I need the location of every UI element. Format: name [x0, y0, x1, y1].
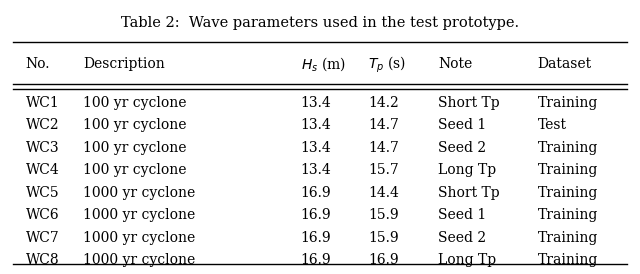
Text: $H_s$ (m): $H_s$ (m) — [301, 56, 346, 73]
Text: 14.7: 14.7 — [368, 141, 399, 155]
Text: Training: Training — [538, 96, 598, 110]
Text: WC7: WC7 — [26, 230, 60, 245]
Text: WC3: WC3 — [26, 141, 60, 155]
Text: Table 2:  Wave parameters used in the test prototype.: Table 2: Wave parameters used in the tes… — [121, 16, 519, 30]
Text: 13.4: 13.4 — [301, 118, 332, 132]
Text: 1000 yr cyclone: 1000 yr cyclone — [83, 208, 195, 222]
Text: Seed 1: Seed 1 — [438, 208, 486, 222]
Text: 100 yr cyclone: 100 yr cyclone — [83, 163, 187, 177]
Text: 100 yr cyclone: 100 yr cyclone — [83, 118, 187, 132]
Text: 13.4: 13.4 — [301, 96, 332, 110]
Text: 100 yr cyclone: 100 yr cyclone — [83, 141, 187, 155]
Text: 14.4: 14.4 — [368, 185, 399, 200]
Text: Long Tp: Long Tp — [438, 163, 497, 177]
Text: WC4: WC4 — [26, 163, 60, 177]
Text: $T_p$ (s): $T_p$ (s) — [368, 54, 406, 75]
Text: Training: Training — [538, 185, 598, 200]
Text: 16.9: 16.9 — [301, 185, 332, 200]
Text: Long Tp: Long Tp — [438, 253, 497, 267]
Text: 16.9: 16.9 — [368, 253, 399, 267]
Text: WC1: WC1 — [26, 96, 60, 110]
Text: Training: Training — [538, 208, 598, 222]
Text: Training: Training — [538, 230, 598, 245]
Text: Seed 2: Seed 2 — [438, 141, 486, 155]
Text: 16.9: 16.9 — [301, 253, 332, 267]
Text: 16.9: 16.9 — [301, 230, 332, 245]
Text: Short Tp: Short Tp — [438, 185, 500, 200]
Text: 13.4: 13.4 — [301, 163, 332, 177]
Text: 1000 yr cyclone: 1000 yr cyclone — [83, 185, 195, 200]
Text: Note: Note — [438, 57, 473, 72]
Text: 13.4: 13.4 — [301, 141, 332, 155]
Text: WC8: WC8 — [26, 253, 60, 267]
Text: Training: Training — [538, 253, 598, 267]
Text: Short Tp: Short Tp — [438, 96, 500, 110]
Text: Description: Description — [83, 57, 165, 72]
Text: 1000 yr cyclone: 1000 yr cyclone — [83, 253, 195, 267]
Text: 15.7: 15.7 — [368, 163, 399, 177]
Text: Seed 1: Seed 1 — [438, 118, 486, 132]
Text: Dataset: Dataset — [538, 57, 592, 72]
Text: WC5: WC5 — [26, 185, 60, 200]
Text: 15.9: 15.9 — [368, 208, 399, 222]
Text: 15.9: 15.9 — [368, 230, 399, 245]
Text: 100 yr cyclone: 100 yr cyclone — [83, 96, 187, 110]
Text: Training: Training — [538, 141, 598, 155]
Text: 14.7: 14.7 — [368, 118, 399, 132]
Text: WC6: WC6 — [26, 208, 60, 222]
Text: 16.9: 16.9 — [301, 208, 332, 222]
Text: WC2: WC2 — [26, 118, 60, 132]
Text: Test: Test — [538, 118, 566, 132]
Text: Seed 2: Seed 2 — [438, 230, 486, 245]
Text: Training: Training — [538, 163, 598, 177]
Text: 1000 yr cyclone: 1000 yr cyclone — [83, 230, 195, 245]
Text: No.: No. — [26, 57, 50, 72]
Text: 14.2: 14.2 — [368, 96, 399, 110]
